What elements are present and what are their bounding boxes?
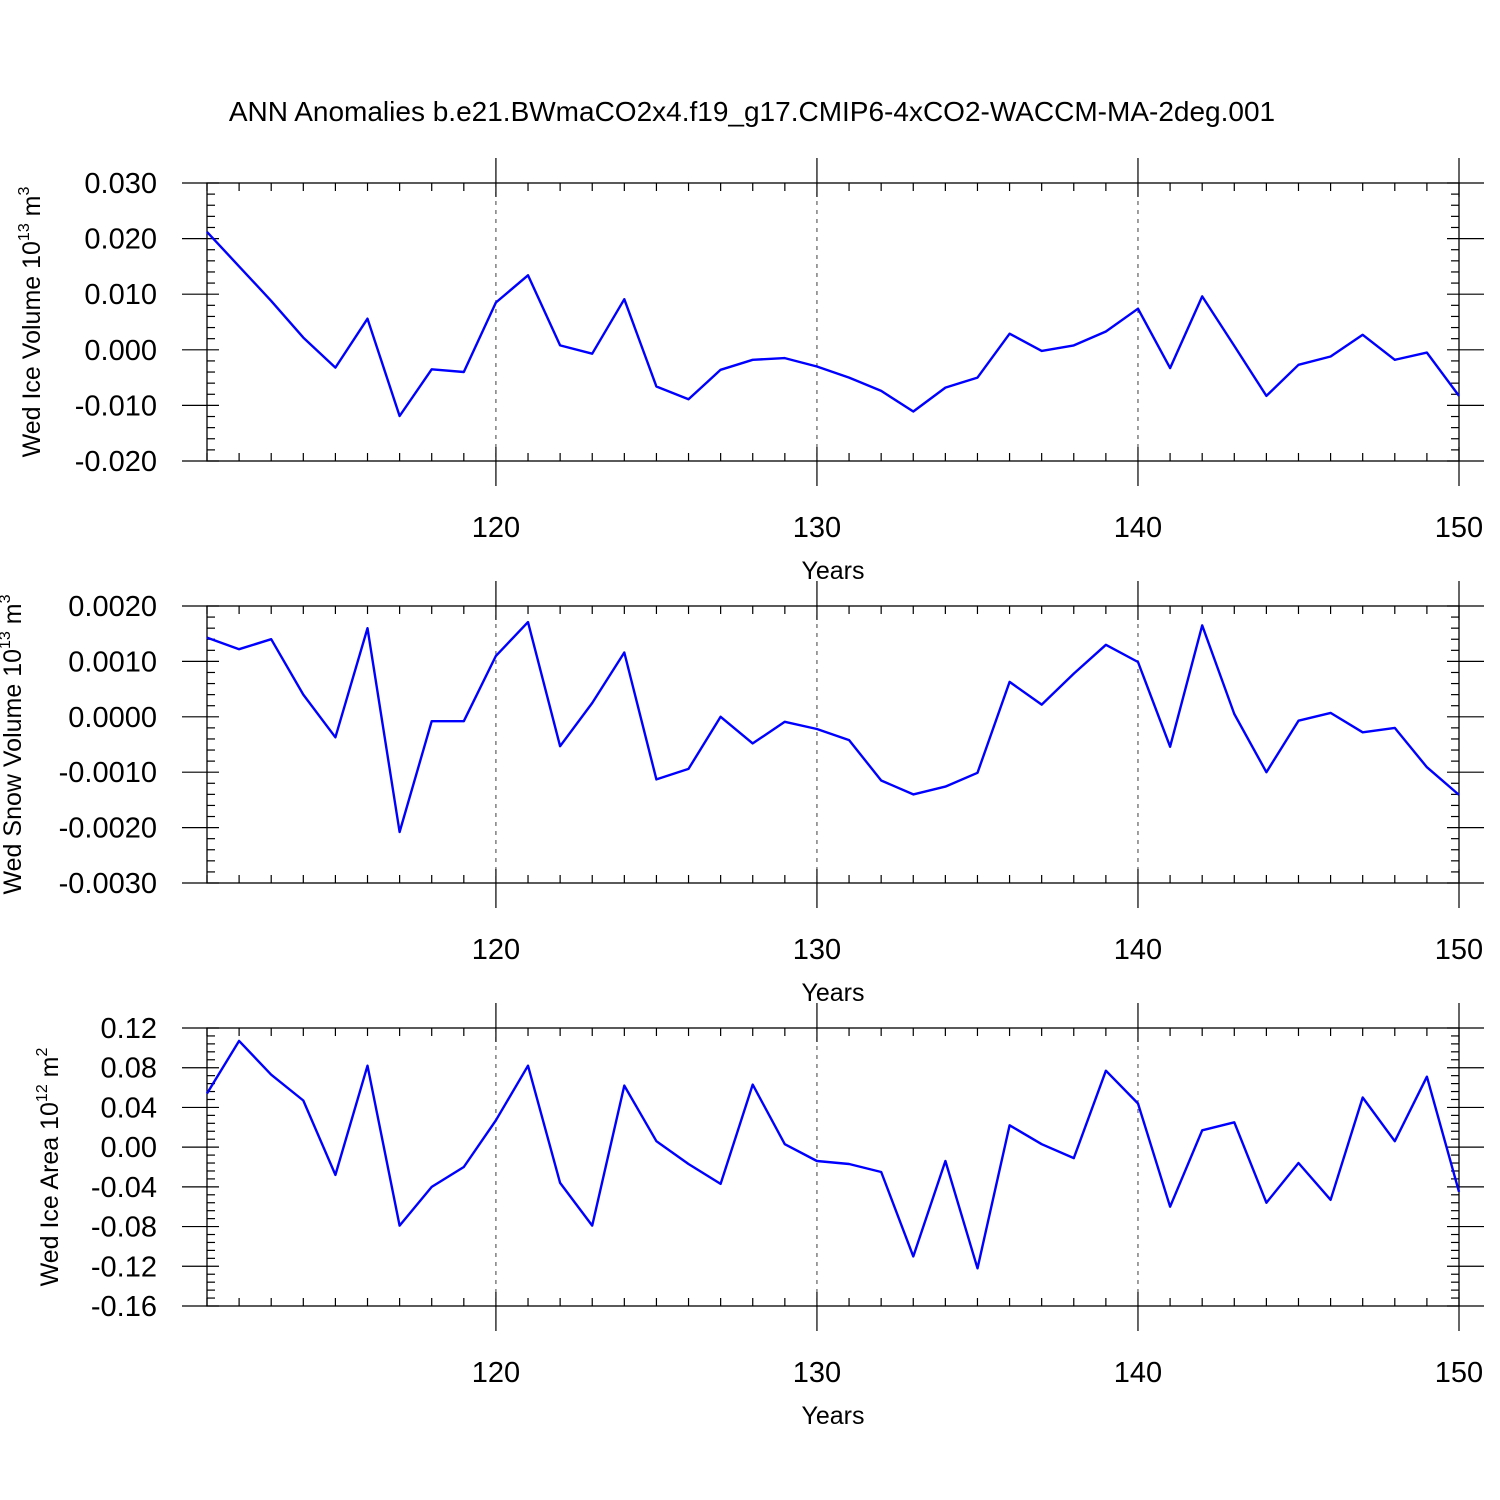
y-tick-label: 0.08 [101,1053,157,1085]
y-tick-label: -0.010 [75,390,157,422]
y-axis-label: Wed Snow Volume 1013 m3 [0,594,27,894]
chart-panel-2: -0.0030 -0.0020 -0.0010 0.0000 0.0010 0.0020 1… [0,581,1484,1007]
x-tick-label: 130 [793,934,841,966]
panels: -0.020 -0.010 0.000 0.010 0.020 0.030 120 130 14… [0,158,1484,1430]
y-ticks [182,182,1484,462]
figure-title: ANN Anomalies b.e21.BWmaCO2x4.f19_g17.CM… [229,96,1275,127]
y-tick-label: -0.12 [91,1251,157,1283]
y-tick-label: 0.0000 [68,702,157,734]
y-tick-label: 0.0010 [68,646,157,678]
y-tick-label: 0.04 [101,1092,157,1124]
chart-panel-3: -0.16 -0.12 -0.08 -0.04 0.00 0.04 0.08 0.12 120 1… [34,1003,1484,1430]
x-tick-label: 130 [793,512,841,544]
y-tick-label: 0.12 [101,1013,157,1045]
series-line [206,231,1460,418]
y-tick-label: -0.020 [75,446,157,478]
y-tick-label: 0.010 [84,279,157,311]
x-axis-label: Years [801,1402,864,1430]
plot-frame [206,605,1460,884]
y-axis-label: Wed Ice Area 1012 m2 [34,1047,64,1286]
y-tick-label: -0.04 [91,1172,157,1204]
y-tick-label: -0.16 [91,1291,157,1323]
x-axis-label: Years [801,557,864,585]
y-tick-label: -0.0030 [59,868,157,900]
y-tick-label: 0.030 [84,168,157,200]
y-tick-label: 0.000 [84,335,157,367]
chart-panel-1: -0.020 -0.010 0.000 0.010 0.020 0.030 120 130 14… [16,158,1484,585]
plot-frame [206,1027,1460,1307]
x-tick-label: 150 [1435,512,1483,544]
y-ticks [182,1027,1484,1307]
x-ticks [206,158,1460,486]
y-tick-label: -0.0020 [59,813,157,845]
x-tick-label: 140 [1114,1357,1162,1389]
y-tick-label: 0.020 [84,224,157,256]
x-tick-label: 140 [1114,934,1162,966]
x-tick-label: 140 [1114,512,1162,544]
x-axis-label: Years [801,979,864,1007]
x-tick-label: 150 [1435,1357,1483,1389]
y-tick-label: -0.08 [91,1212,157,1244]
x-tick-label: 130 [793,1357,841,1389]
plot-frame [206,182,1460,462]
y-tick-label: 0.00 [101,1132,157,1164]
series-line [206,620,1460,834]
x-ticks [206,1003,1460,1331]
x-tick-label: 120 [472,934,520,966]
x-tick-label: 120 [472,1357,520,1389]
y-axis-label: Wed Ice Volume 1013 m3 [16,186,46,457]
x-tick-label: 150 [1435,934,1483,966]
x-ticks [206,581,1460,908]
y-tick-label: -0.0010 [59,757,157,789]
y-ticks [182,605,1484,884]
series-line [205,1039,1461,1270]
x-tick-label: 120 [472,512,520,544]
y-tick-label: 0.0020 [68,591,157,623]
